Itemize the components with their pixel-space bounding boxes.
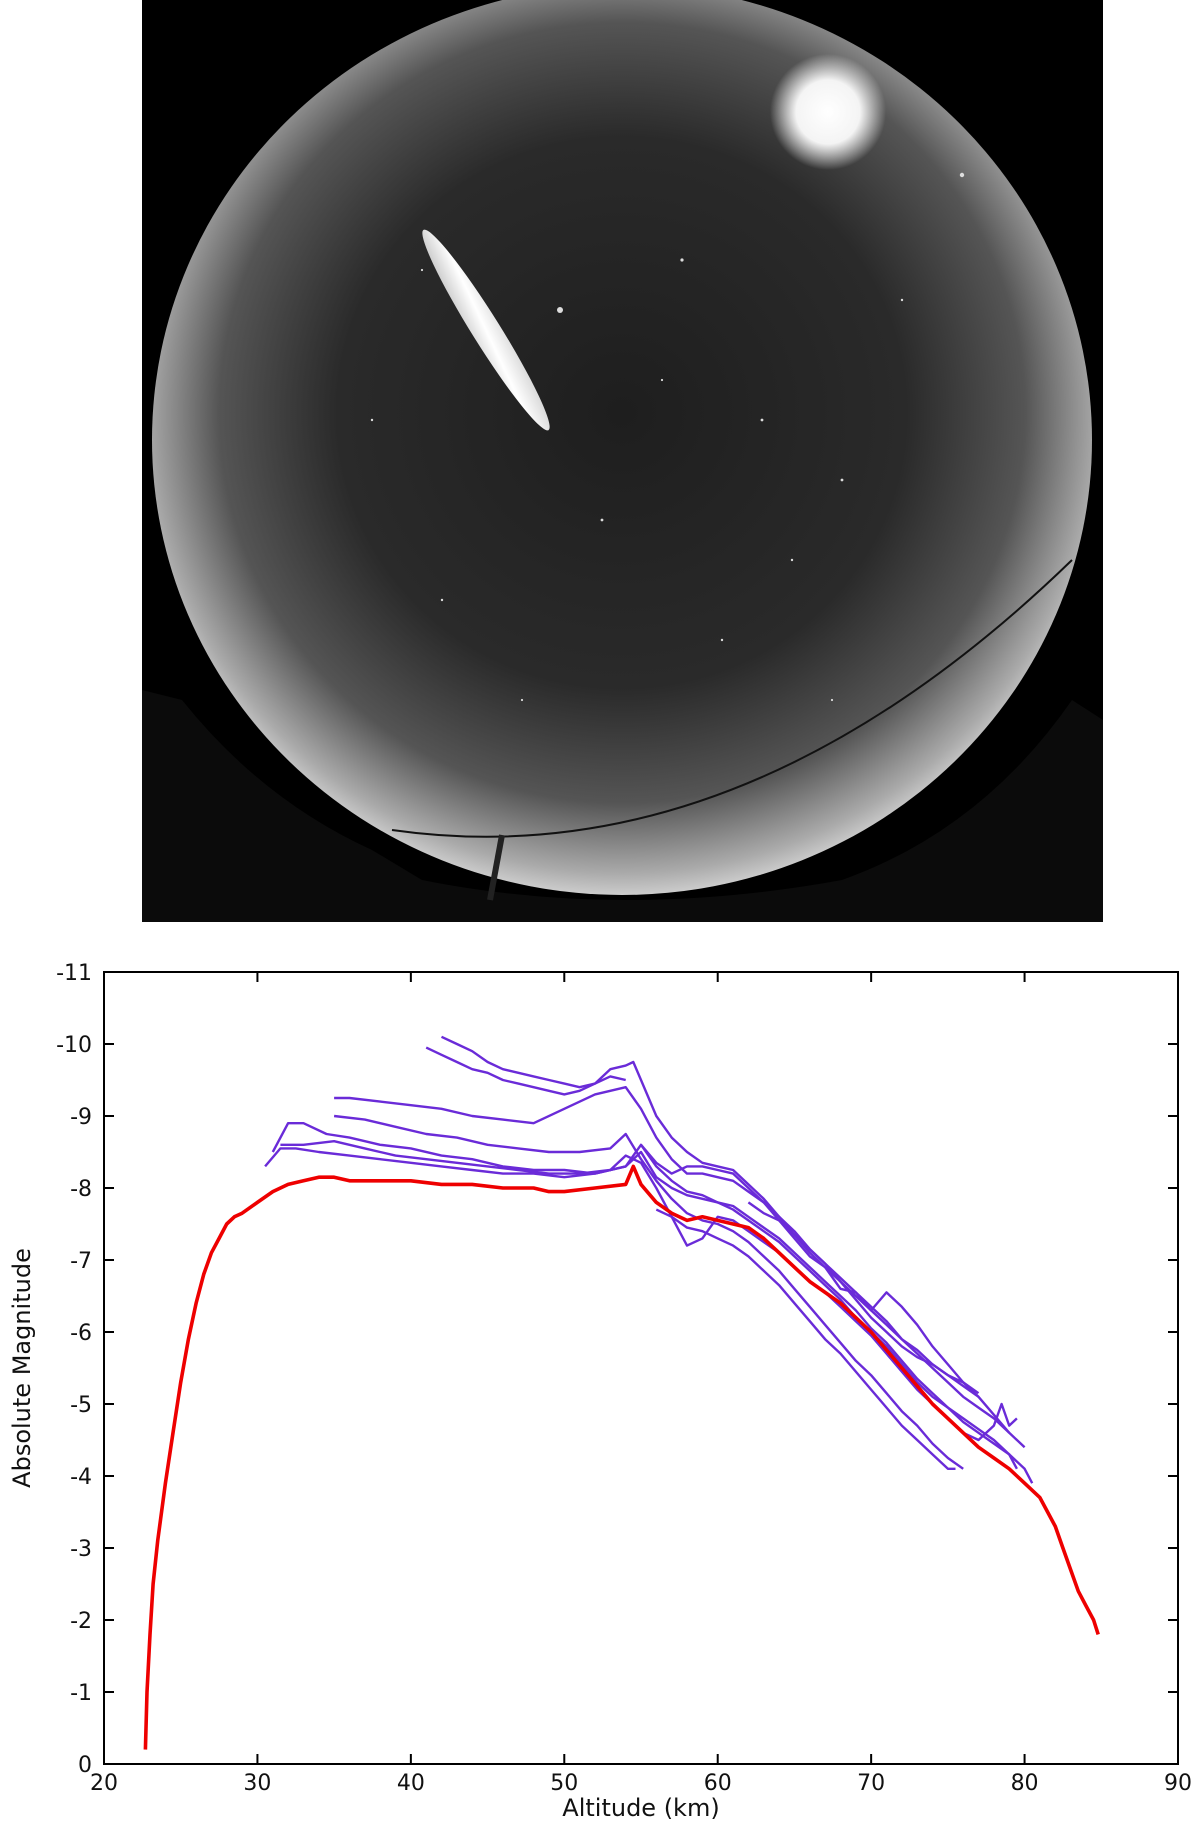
station-curve-8	[640, 1144, 1011, 1434]
horizon-treeline	[142, 690, 1103, 922]
y-tick-label: -6	[70, 1321, 92, 1346]
station-series	[264, 1035, 1034, 1484]
all-sky-camera-photo	[142, 0, 1103, 922]
y-tick-label: -3	[70, 1537, 92, 1562]
x-tick-label: 50	[550, 1771, 578, 1796]
y-tick-label: 0	[78, 1753, 92, 1778]
y-axis-ticks: 0 -1 -2 -3 -4 -5 -6 -7 -8 -9 -10 -11	[56, 961, 1178, 1778]
sky-dome	[152, 0, 1092, 895]
y-tick-label: -11	[56, 961, 92, 986]
meteor-fireball	[422, 229, 550, 431]
y-tick-label: -8	[70, 1177, 92, 1202]
y-tick-label: -10	[56, 1033, 92, 1058]
x-axis-title: Altitude (km)	[562, 1794, 719, 1822]
reference-magnitude-curve	[143, 1164, 1100, 1750]
y-tick-label: -1	[70, 1681, 92, 1706]
y-tick-label: -7	[70, 1249, 92, 1274]
station-curve-6	[333, 1114, 964, 1470]
power-line	[391, 559, 1073, 838]
utility-pole	[487, 834, 505, 901]
x-tick-label: 60	[704, 1771, 732, 1796]
x-tick-label: 40	[397, 1771, 425, 1796]
station-curve-2	[271, 1122, 1018, 1470]
x-axis-ticks: 20 30 40 50 60 70 80 90	[90, 972, 1192, 1796]
station-curve-3	[334, 1086, 1026, 1449]
stars	[370, 172, 965, 702]
y-tick-label: -4	[70, 1465, 92, 1490]
x-tick-label: 70	[857, 1771, 885, 1796]
x-tick-label: 90	[1164, 1771, 1192, 1796]
moon	[770, 54, 886, 170]
y-tick-label: -5	[70, 1393, 92, 1418]
y-tick-label: -9	[70, 1105, 92, 1130]
station-curve-9	[655, 1208, 956, 1470]
x-tick-label: 20	[90, 1771, 118, 1796]
magnitude-altitude-chart: 20 30 40 50 60 70 80 90 0 -1 -2 -3 -4 -5 -6 -7 -8 -9 -10 -…	[0, 950, 1200, 1822]
station-curve-5	[440, 1035, 626, 1089]
x-tick-label: 80	[1011, 1771, 1039, 1796]
x-tick-label: 30	[243, 1771, 271, 1796]
y-axis-title: Absolute Magnitude	[8, 1248, 36, 1488]
station-curve-1	[264, 1147, 1034, 1484]
y-tick-label: -2	[70, 1609, 92, 1634]
station-curve-4	[425, 1046, 980, 1398]
station-curve-10	[747, 1201, 980, 1395]
reference-series	[143, 1164, 1100, 1750]
plot-area	[103, 971, 1179, 1765]
